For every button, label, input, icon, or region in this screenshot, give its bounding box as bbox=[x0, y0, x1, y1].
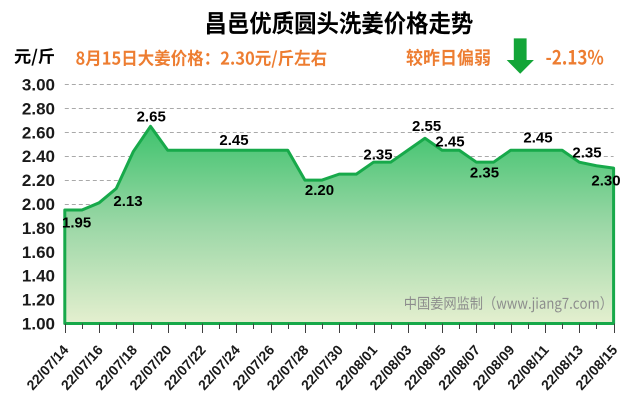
svg-text:2.35: 2.35 bbox=[572, 145, 601, 162]
svg-text:2.35: 2.35 bbox=[363, 146, 392, 163]
svg-text:1.20: 1.20 bbox=[22, 291, 55, 310]
svg-text:1.60: 1.60 bbox=[22, 243, 55, 262]
svg-text:2.60: 2.60 bbox=[22, 123, 55, 142]
svg-text:1.95: 1.95 bbox=[62, 215, 91, 232]
svg-text:2.65: 2.65 bbox=[137, 108, 166, 125]
svg-text:2.45: 2.45 bbox=[435, 134, 464, 151]
svg-text:2.35: 2.35 bbox=[470, 165, 499, 182]
svg-text:2.45: 2.45 bbox=[219, 132, 248, 149]
svg-text:2.13: 2.13 bbox=[113, 193, 142, 210]
svg-text:2.20: 2.20 bbox=[305, 182, 334, 199]
svg-text:2.55: 2.55 bbox=[412, 118, 441, 135]
svg-text:2.00: 2.00 bbox=[22, 195, 55, 214]
svg-text:1.40: 1.40 bbox=[22, 267, 55, 286]
svg-text:2.80: 2.80 bbox=[22, 99, 55, 118]
svg-text:1.00: 1.00 bbox=[22, 315, 55, 334]
svg-text:1.80: 1.80 bbox=[22, 219, 55, 238]
svg-text:2.30: 2.30 bbox=[591, 173, 620, 190]
svg-text:3.00: 3.00 bbox=[22, 76, 55, 95]
svg-text:2.20: 2.20 bbox=[22, 171, 55, 190]
svg-text:2.45: 2.45 bbox=[523, 130, 552, 147]
svg-text:2.40: 2.40 bbox=[22, 147, 55, 166]
